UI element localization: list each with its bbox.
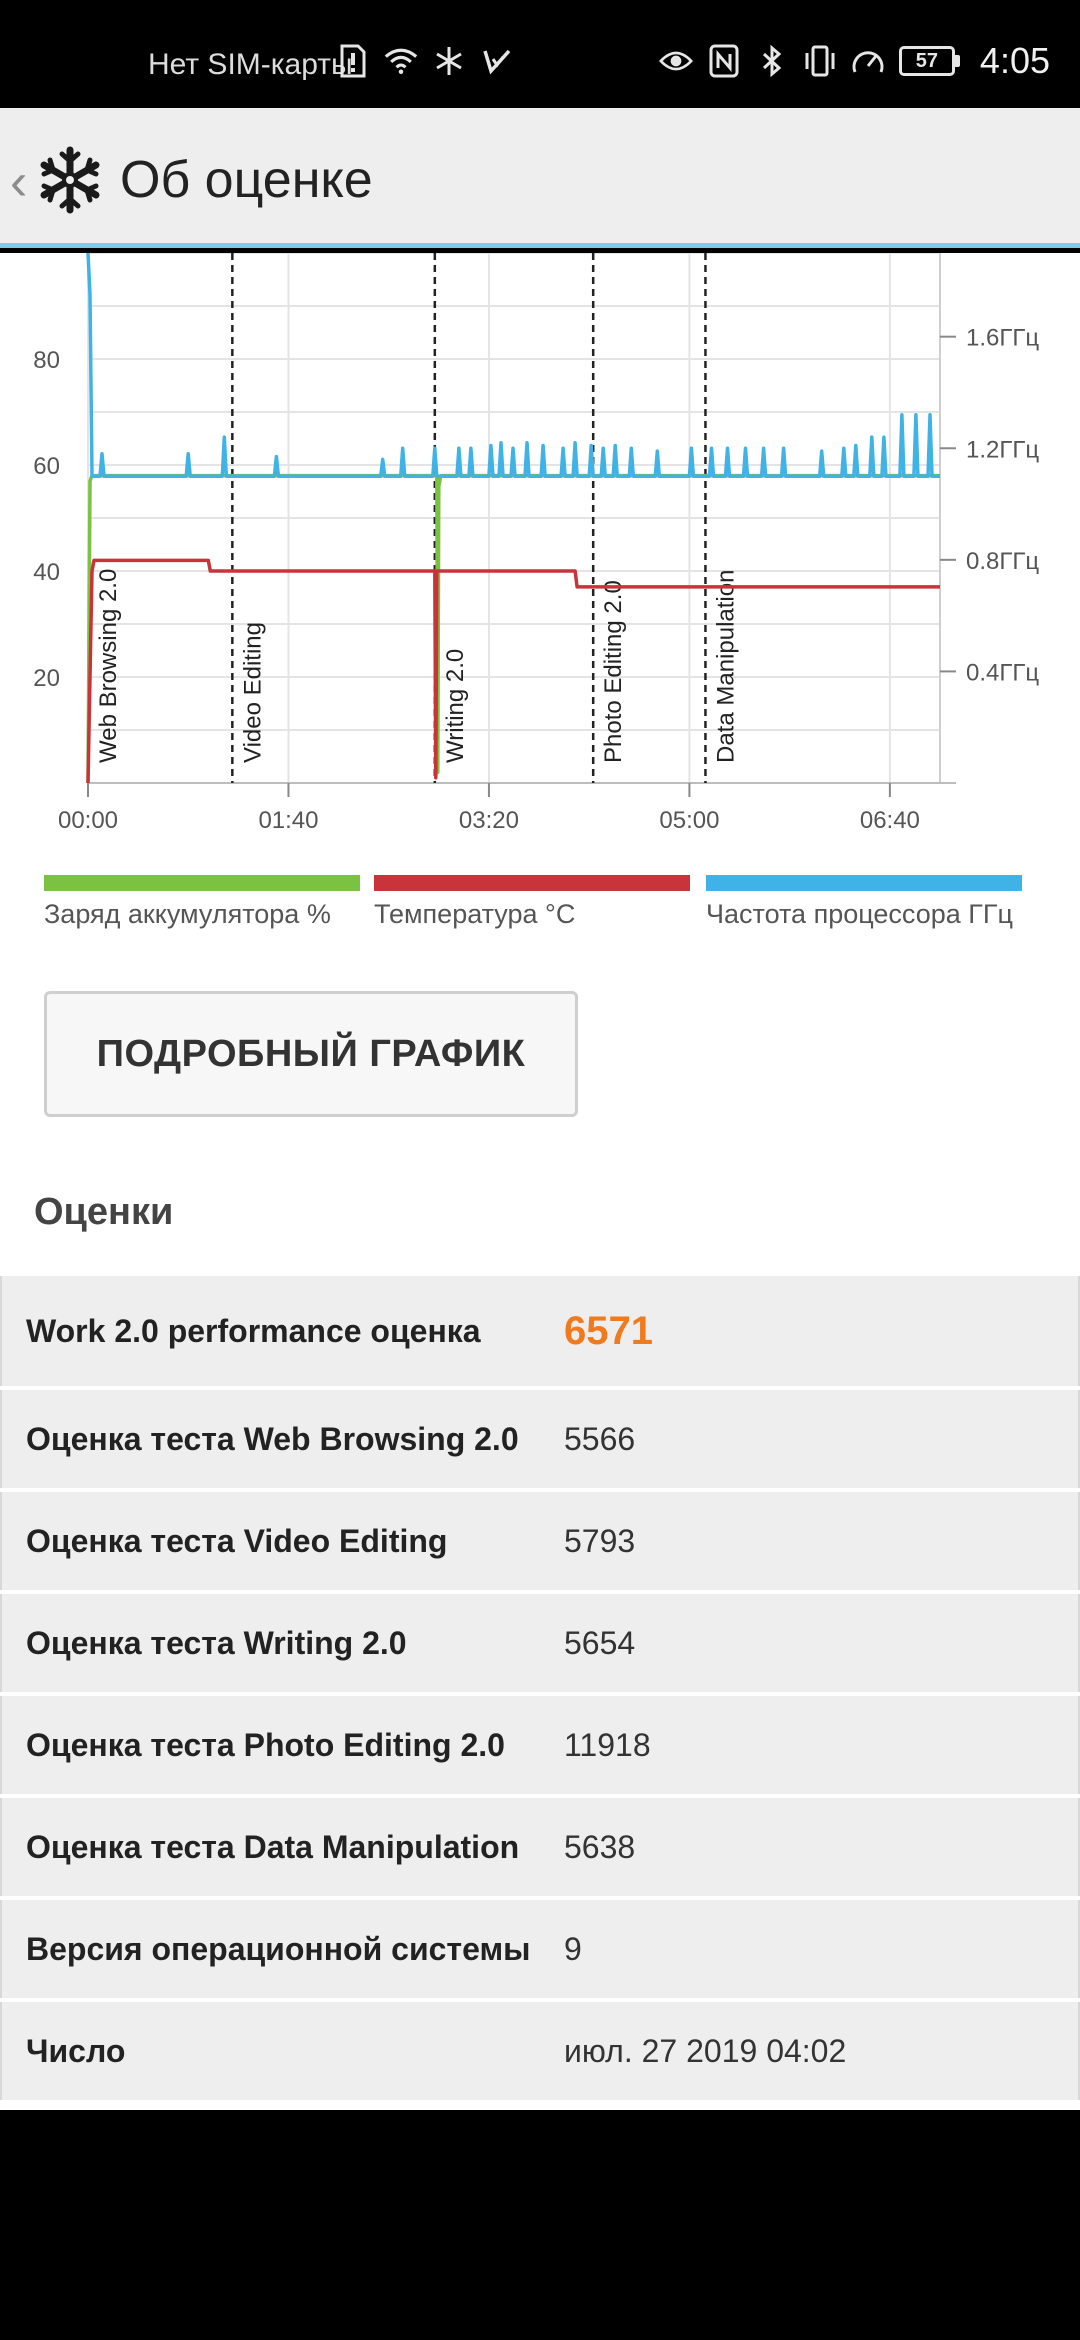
speedometer-icon — [851, 44, 885, 78]
phase-label: Web Browsing 2.0 — [95, 569, 122, 763]
chart-legend: Заряд аккумулятора % Температура °C Част… — [0, 875, 1080, 935]
legend-swatch-cpu-frequency — [706, 875, 1022, 891]
phase-label: Video Editing — [239, 622, 266, 763]
score-value: 9 — [564, 1930, 582, 1967]
score-row: Оценка теста Photo Editing 2.0 11918 — [0, 1696, 1080, 1794]
sim-alert-icon — [336, 44, 370, 78]
content-area: 20 40 60 80 0.4ГГц 0.8ГГц 1.2ГГц 1.6ГГц 00:00 01:… — [0, 253, 1080, 2110]
clock: 4:05 — [979, 40, 1050, 81]
navigation-area — [0, 2110, 1080, 2340]
scores-table: Work 2.0 performance оценка 6571 Оценка … — [0, 1276, 1080, 2100]
scores-section-title: Оценки — [34, 1191, 174, 1233]
chevron-left-icon[interactable]: ‹ — [10, 153, 28, 211]
right-tick-label: 0.8ГГц — [966, 548, 1039, 575]
eye-icon — [658, 44, 693, 78]
score-label: Оценка теста Web Browsing 2.0 — [26, 1420, 519, 1457]
score-row: Оценка теста Data Manipulation 5638 — [0, 1798, 1080, 1896]
score-row-overall: Work 2.0 performance оценка 6571 — [0, 1276, 1080, 1386]
vibrate-icon — [803, 44, 837, 78]
score-row: Оценка теста Writing 2.0 5654 — [0, 1594, 1080, 1692]
score-value: 5793 — [564, 1522, 636, 1559]
score-value: 5566 — [564, 1420, 636, 1457]
left-tick-label: 80 — [33, 347, 60, 374]
legend-item-temperature: Температура °C — [374, 875, 690, 930]
score-row: Версия операционной системы 9 — [0, 1900, 1080, 1998]
status-icons-right: 57 4:05 — [658, 40, 1050, 82]
phase-label: Data Manipulation — [712, 570, 739, 763]
x-tick-label: 05:00 — [659, 807, 719, 833]
score-value: 5638 — [564, 1828, 636, 1865]
right-tick-label: 1.6ГГц — [966, 325, 1039, 352]
score-label: Оценка теста Photo Editing 2.0 — [26, 1726, 505, 1763]
status-icons-left — [336, 44, 514, 78]
series-line-1 — [86, 558, 940, 784]
battery-indicator: 57 — [898, 46, 960, 76]
score-row: Число июл. 27 2019 04:02 — [0, 2002, 1080, 2100]
legend-label-battery: Заряд аккумулятора % — [44, 899, 331, 929]
left-tick-label: 60 — [33, 453, 60, 480]
detailed-chart-button[interactable]: ПОДРОБНЫЙ ГРАФИК — [44, 991, 578, 1117]
overall-score-value: 6571 — [564, 1308, 653, 1353]
series-line-2 — [86, 253, 940, 478]
check-icon — [480, 44, 514, 78]
score-row: Оценка теста Web Browsing 2.0 5566 — [0, 1390, 1080, 1488]
right-tick-label: 1.2ГГц — [966, 436, 1039, 463]
battery-level: 57 — [898, 46, 955, 76]
bluetooth-icon — [755, 44, 789, 78]
legend-label-temperature: Температура °C — [374, 899, 576, 929]
carrier-label: Нет SIM-карты — [148, 48, 353, 81]
score-label: Оценка теста Data Manipulation — [26, 1828, 520, 1865]
app-bar: ‹ Об оценке — [0, 108, 1080, 248]
x-tick-label: 01:40 — [258, 807, 318, 833]
score-label: Оценка теста Writing 2.0 — [26, 1624, 407, 1661]
score-value: 5654 — [564, 1624, 636, 1661]
score-label: Оценка теста Video Editing — [26, 1522, 448, 1559]
legend-swatch-temperature — [374, 875, 690, 891]
x-tick-label: 03:20 — [459, 807, 519, 833]
score-label: Work 2.0 performance оценка — [26, 1312, 481, 1349]
score-value: 11918 — [564, 1726, 651, 1763]
left-tick-label: 40 — [33, 559, 60, 586]
score-label: Число — [26, 2032, 126, 2069]
score-value: июл. 27 2019 04:02 — [564, 2032, 847, 2069]
x-tick-label: 06:40 — [860, 807, 920, 833]
legend-item-cpu-frequency: Частота процессора ГГц — [706, 875, 1022, 930]
legend-label-cpu-frequency: Частота процессора ГГц — [706, 899, 1013, 929]
phase-label: Photo Editing 2.0 — [600, 580, 627, 763]
status-bar: Нет SIM-карты 57 — [0, 0, 1080, 108]
legend-item-battery: Заряд аккумулятора % — [44, 875, 360, 930]
x-tick-label: 00:00 — [58, 807, 118, 833]
right-tick-label: 0.4ГГц — [966, 659, 1039, 686]
performance-chart: 20 40 60 80 0.4ГГц 0.8ГГц 1.2ГГц 1.6ГГц 00:00 01:… — [33, 253, 1039, 833]
wifi-icon — [384, 44, 418, 78]
score-row: Оценка теста Video Editing 5793 — [0, 1492, 1080, 1590]
snowflake-logo-icon — [40, 146, 100, 214]
score-label: Версия операционной системы — [26, 1930, 531, 1967]
left-tick-label: 20 — [33, 665, 60, 692]
page-title: Об оценке — [120, 151, 373, 209]
series-line-0 — [86, 473, 940, 784]
nfc-icon — [707, 44, 741, 78]
snowflake-icon — [432, 44, 466, 78]
legend-swatch-battery — [44, 875, 360, 891]
phase-label: Writing 2.0 — [442, 649, 469, 763]
